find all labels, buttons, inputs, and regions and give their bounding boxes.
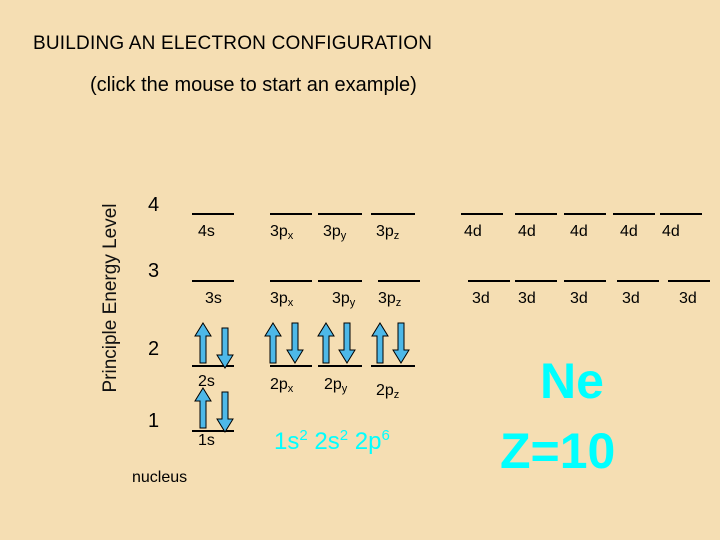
page-title: BUILDING AN ELECTRON CONFIGURATION: [33, 33, 433, 54]
level-1-label: 1: [148, 410, 160, 432]
orbital-label-4d-5: 4d: [662, 223, 680, 240]
orbital-label-3pz-upper: 3pz: [376, 223, 400, 242]
orbital-line-3py-upper: [318, 213, 362, 215]
spin-up-arrow-2py: [317, 322, 335, 364]
spin-up-arrow-1s: [194, 387, 212, 429]
level-4-label: 4: [148, 194, 160, 216]
orbital-line-3px-upper: [270, 213, 312, 215]
orbital-line-4d-2: [515, 213, 557, 215]
spin-down-arrow-1s: [216, 391, 234, 433]
spin-up-arrow-2px: [264, 322, 282, 364]
orbital-label-2px: 2px: [270, 376, 294, 395]
orbital-label-3d-5: 3d: [679, 290, 697, 307]
orbital-label-3px: 3px: [270, 290, 294, 309]
orbital-line-2px: [270, 365, 312, 367]
spin-down-arrow-2px: [286, 322, 304, 364]
orbital-label-3py-upper: 3py: [323, 223, 347, 242]
orbital-label-2s: 2s: [198, 373, 215, 390]
orbital-line-2s: [192, 365, 234, 367]
orbital-line-3s: [192, 280, 234, 282]
orbital-label-3d-4: 3d: [622, 290, 640, 307]
orbital-line-4s: [192, 213, 234, 215]
orbital-label-2py: 2py: [324, 376, 348, 395]
orbital-label-4d-4: 4d: [620, 223, 638, 240]
orbital-label-3py: 3py: [332, 290, 356, 309]
orbital-label-3d-2: 3d: [518, 290, 536, 307]
orbital-label-4s: 4s: [198, 223, 215, 240]
orbital-label-3px-upper: 3px: [270, 223, 294, 242]
start-example-prompt[interactable]: (click the mouse to start an example): [90, 74, 417, 96]
orbital-label-3s: 3s: [205, 290, 222, 307]
orbital-label-4d-3: 4d: [570, 223, 588, 240]
orbital-line-3d-3: [564, 280, 606, 282]
orbital-line-1s: [192, 430, 234, 432]
orbital-line-4d-1: [461, 213, 503, 215]
orbital-label-4d-2: 4d: [518, 223, 536, 240]
orbital-line-4d-3: [564, 213, 606, 215]
electron-configuration: 1s2 2s2 2p6: [274, 427, 390, 455]
orbital-line-3d-5: [668, 280, 710, 282]
orbital-line-3pz-upper: [371, 213, 415, 215]
nucleus-label: nucleus: [132, 469, 188, 486]
orbital-line-3d-2: [515, 280, 557, 282]
orbital-line-2pz: [371, 365, 415, 367]
atomic-number: Z=10: [500, 423, 616, 479]
orbital-line-4d-5: [660, 213, 702, 215]
spin-down-arrow-2py: [338, 322, 356, 364]
orbital-label-4d-1: 4d: [464, 223, 482, 240]
level-3-label: 3: [148, 260, 160, 282]
orbital-label-3d-1: 3d: [472, 290, 490, 307]
level-2-label: 2: [148, 338, 160, 360]
element-symbol: Ne: [540, 353, 604, 409]
orbital-line-4d-4: [613, 213, 655, 215]
spin-up-arrow-2pz: [371, 322, 389, 364]
spin-down-arrow-2pz: [392, 322, 410, 364]
orbital-line-3px: [270, 280, 312, 282]
orbital-line-2py: [318, 365, 362, 367]
orbital-label-3d-3: 3d: [570, 290, 588, 307]
orbital-label-2pz: 2pz: [376, 382, 400, 401]
orbital-line-3pz: [378, 280, 420, 282]
spin-down-arrow-2s: [216, 327, 234, 369]
orbital-line-3py: [318, 280, 362, 282]
orbital-label-1s: 1s: [198, 432, 215, 449]
spin-up-arrow-2s: [194, 322, 212, 364]
orbital-line-3d-1: [468, 280, 510, 282]
orbital-label-3pz: 3pz: [378, 290, 402, 309]
orbital-line-3d-4: [617, 280, 659, 282]
